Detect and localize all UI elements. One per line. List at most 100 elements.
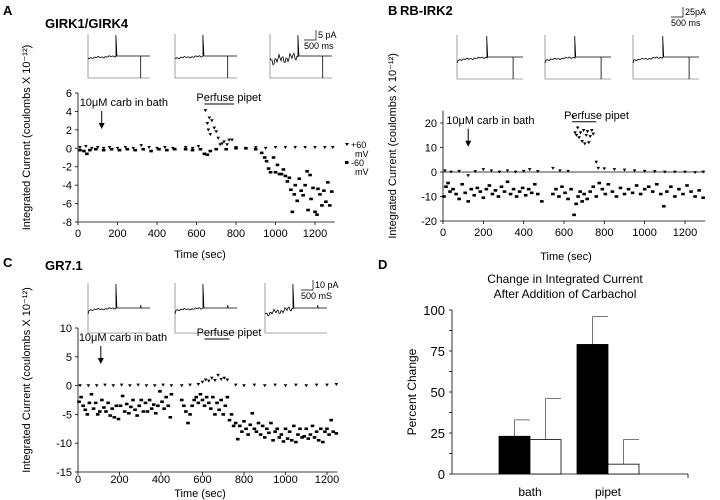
data-point xyxy=(164,395,168,399)
data-point xyxy=(213,413,217,416)
data-point xyxy=(169,384,174,388)
data-point xyxy=(318,193,322,196)
data-point xyxy=(220,142,224,146)
y-tick-label: 6 xyxy=(66,88,72,100)
bar xyxy=(498,435,531,475)
data-point xyxy=(115,146,120,150)
data-point xyxy=(596,166,601,170)
data-point xyxy=(137,404,142,408)
data-point xyxy=(104,410,108,413)
data-point xyxy=(326,181,330,184)
data-point xyxy=(262,156,267,159)
data-point xyxy=(460,182,464,186)
data-point xyxy=(693,195,697,198)
data-point xyxy=(325,383,329,387)
trace-frame xyxy=(269,34,332,79)
data-point xyxy=(594,195,599,198)
data-point xyxy=(147,398,152,402)
data-point xyxy=(283,145,288,149)
data-point xyxy=(576,195,580,198)
data-point xyxy=(442,195,446,198)
panel-label-a: A xyxy=(3,3,13,18)
data-point xyxy=(273,383,277,387)
data-point xyxy=(119,383,124,387)
data-point xyxy=(166,404,171,408)
data-point xyxy=(606,182,611,186)
data-point xyxy=(91,407,96,410)
data-point xyxy=(216,373,220,377)
data-point xyxy=(143,401,148,405)
data-point xyxy=(325,427,329,431)
data-point xyxy=(558,169,562,173)
data-point xyxy=(693,171,697,175)
y-tick-label: 25 xyxy=(431,426,445,441)
data-point xyxy=(681,192,685,196)
data-point xyxy=(683,170,687,174)
x-tick-label: 200 xyxy=(108,228,126,240)
data-point xyxy=(123,145,128,149)
current-trace xyxy=(174,283,237,334)
data-point xyxy=(517,190,522,193)
data-point xyxy=(229,413,234,416)
data-point xyxy=(203,109,208,113)
scale-current: 5 pA xyxy=(318,30,337,40)
series-60mv xyxy=(78,373,339,388)
data-point xyxy=(449,170,453,174)
data-point xyxy=(133,408,137,412)
data-point xyxy=(523,193,528,197)
data-point xyxy=(83,408,88,412)
bar xyxy=(529,439,562,475)
data-point xyxy=(662,205,666,208)
data-point xyxy=(129,405,133,409)
legend: +60 mV-60 mV xyxy=(345,140,369,177)
data-point xyxy=(484,187,489,191)
data-point xyxy=(314,430,319,433)
data-point xyxy=(275,163,280,167)
y-tick-label: -8 xyxy=(62,217,72,229)
y-tick-label: 0 xyxy=(66,143,72,155)
data-point xyxy=(457,169,461,173)
data-point xyxy=(253,147,258,151)
data-point xyxy=(290,210,295,214)
x-tick-label: 1000 xyxy=(632,227,656,239)
data-point xyxy=(233,383,238,387)
data-point xyxy=(84,145,88,149)
data-point xyxy=(697,189,701,192)
pipet-annotation: Perfuse pipet xyxy=(196,92,261,104)
trace-line xyxy=(87,283,150,315)
data-point xyxy=(217,408,221,412)
data-point xyxy=(101,148,106,152)
data-point xyxy=(287,176,292,180)
data-point xyxy=(454,192,458,196)
data-point xyxy=(120,394,125,398)
panel-title: GIRK1/GIRK4 xyxy=(45,16,129,31)
data-point xyxy=(632,169,637,173)
data-point xyxy=(285,437,290,440)
trace-line xyxy=(269,34,332,78)
data-point xyxy=(78,145,82,149)
data-point xyxy=(590,128,594,132)
data-point xyxy=(230,138,234,142)
data-point xyxy=(165,148,169,152)
data-point xyxy=(316,187,320,191)
data-point xyxy=(310,424,315,428)
data-point xyxy=(200,398,205,402)
data-point xyxy=(294,440,298,444)
data-point xyxy=(79,395,83,399)
data-point xyxy=(463,191,467,195)
bar xyxy=(607,463,640,475)
data-point xyxy=(499,185,504,188)
data-point xyxy=(108,414,112,417)
data-point xyxy=(263,146,268,150)
chart-subtitle: After Addition of Carbachol xyxy=(494,287,637,301)
data-point xyxy=(505,180,510,184)
data-point xyxy=(109,147,114,151)
data-point xyxy=(168,415,173,419)
data-point xyxy=(190,146,195,150)
y-tick-label: 75 xyxy=(431,344,445,359)
panel-label-b: B xyxy=(388,3,397,18)
data-point xyxy=(244,146,248,150)
